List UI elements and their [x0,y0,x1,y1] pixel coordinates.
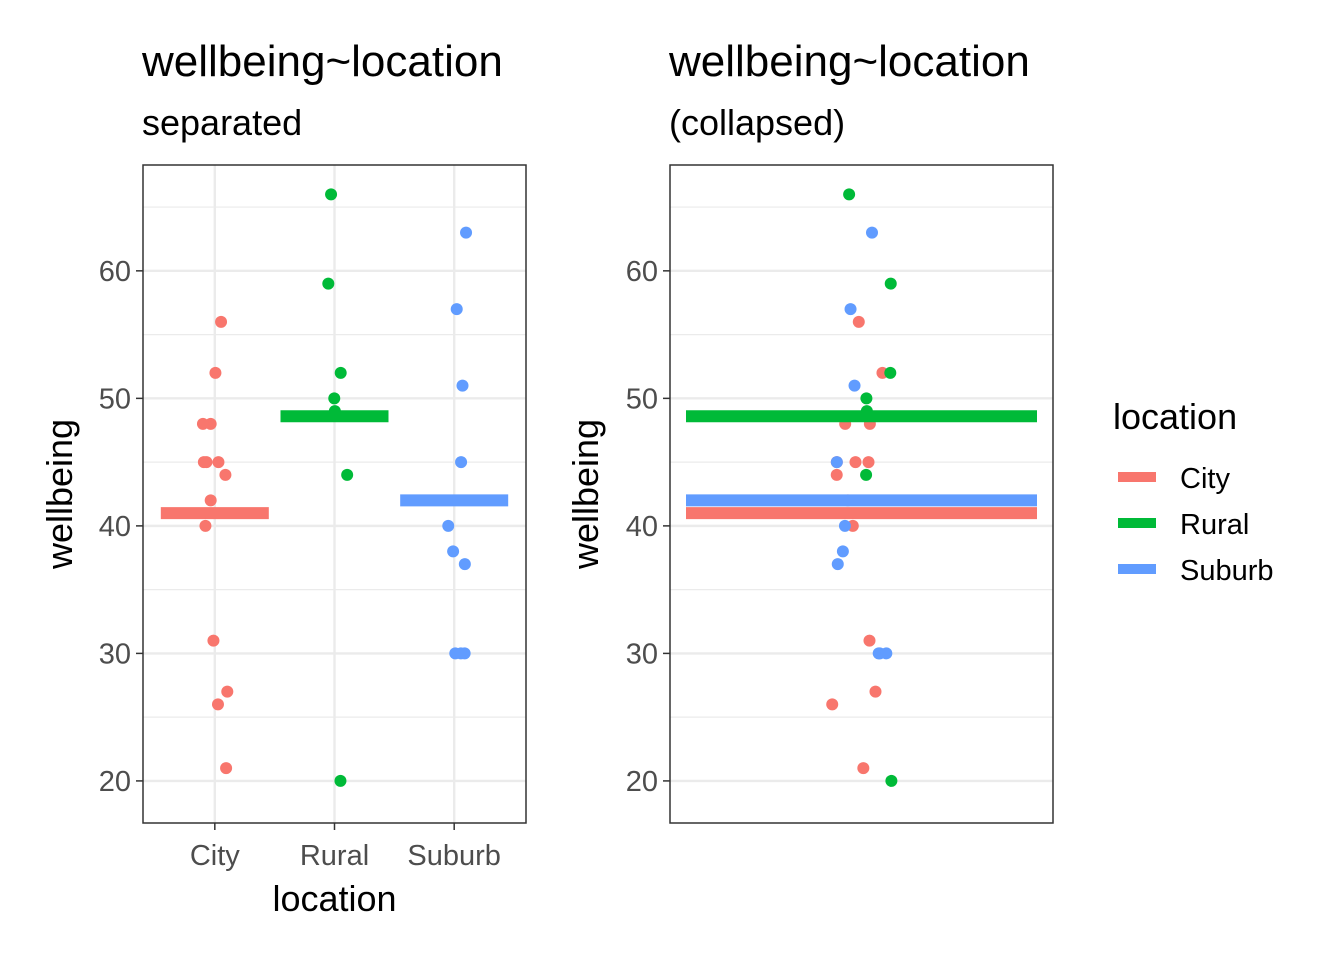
data-point [341,468,354,481]
panel-title: wellbeing~location [668,37,1030,86]
data-point [880,647,893,660]
data-point [884,277,897,290]
legend-key-point [1132,564,1142,574]
data-point [220,762,233,775]
data-point [442,519,455,532]
data-point [454,647,467,660]
grid [670,165,1053,823]
x-tick-label: Rural [300,840,369,872]
legend-items: City Rural Suburb [1118,463,1274,587]
data-point [334,774,347,787]
data-point [860,392,873,405]
data-point [884,366,897,379]
marks [160,188,509,787]
data-point [322,277,335,290]
legend-key-point [1132,518,1142,528]
data-point [852,315,865,328]
data-point [860,468,873,481]
data-point [844,303,857,316]
panel-separated: wellbeing~location separated 2030405060 … [39,37,527,919]
panel-title: wellbeing~location [141,37,503,86]
y-tick-label: 30 [626,638,658,670]
data-point [458,558,471,571]
plot-border [669,164,1054,824]
legend-label: Rural [1180,509,1249,541]
legend: location City Rural Suburb [1113,396,1274,587]
y-tick-label: 40 [99,511,131,543]
legend-label: City [1180,463,1230,495]
data-point [831,558,844,571]
data-point [212,456,225,469]
data-point [455,456,468,469]
data-point [211,698,224,711]
data-point [857,762,870,775]
y-tick-label: 50 [99,383,131,415]
data-point [199,519,212,532]
data-point [863,634,876,647]
y-axis: 20 30 40 50 60 [626,256,670,798]
data-point [328,392,341,405]
y-tick-label: 50 [626,383,658,415]
data-point [830,456,843,469]
data-point [849,456,862,469]
x-tick-label: City [190,840,240,872]
data-point [207,634,220,647]
data-point [456,379,469,392]
marks [686,188,1037,787]
data-point [885,774,898,787]
legend-label: Suburb [1180,555,1274,587]
x-tick-label: Suburb [407,840,501,872]
y-tick-label: 60 [99,256,131,288]
data-point [204,494,217,507]
y-tick-label: 20 [99,766,131,798]
y-tick-label: 30 [99,638,131,670]
y-axis-title: wellbeing [39,419,80,570]
data-point [209,366,222,379]
y-tick-label: 60 [626,256,658,288]
data-point [450,303,463,316]
data-point [219,468,232,481]
data-point [447,545,460,558]
legend-title: location [1113,396,1237,437]
data-point [325,188,338,201]
data-point [215,315,228,328]
data-point [830,468,843,481]
legend-key-point [1132,472,1142,482]
panel-subtitle: (collapsed) [669,102,845,143]
data-point [838,519,851,532]
legend-item: Rural [1118,509,1249,541]
data-point [221,685,234,698]
x-axis: City Rural Suburb [190,823,501,872]
legend-item: City [1118,463,1230,495]
data-point [836,545,849,558]
x-axis-title: location [272,878,396,919]
data-point [334,366,347,379]
data-point [869,685,882,698]
y-axis: 20 30 40 50 60 [99,256,143,798]
panel-subtitle: separated [142,102,302,143]
data-point [197,456,210,469]
panel-collapsed: wellbeing~location (collapsed) 20 30 40 50 6… [565,37,1054,824]
y-tick-label: 20 [626,766,658,798]
data-point [862,456,875,469]
y-axis-title: wellbeing [565,419,606,570]
data-point [865,226,878,239]
data-point [843,188,856,201]
data-point [196,417,209,430]
plot-background [670,165,1053,823]
grid [143,165,526,823]
data-point [848,379,861,392]
data-point [826,698,839,711]
y-tick-label: 40 [626,511,658,543]
data-point [460,226,473,239]
legend-item: Suburb [1118,555,1274,587]
